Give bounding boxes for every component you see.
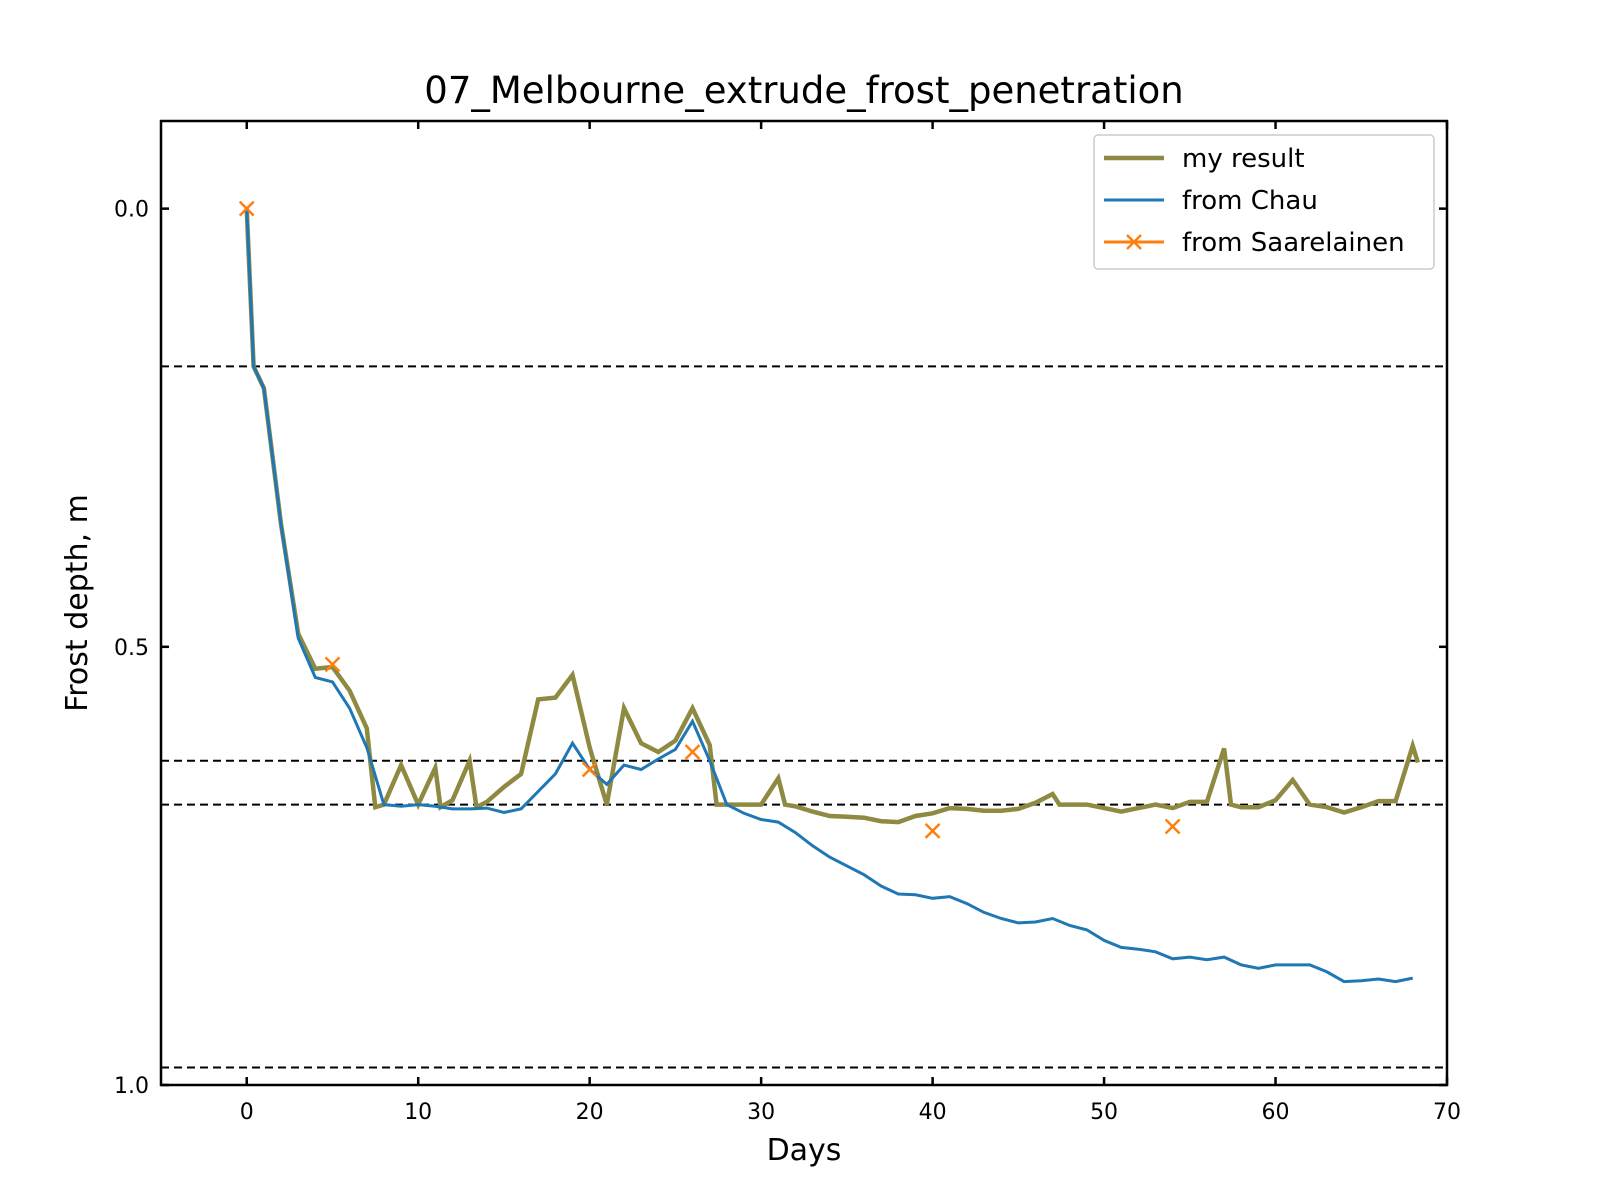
x-tick-label-3: 30 (747, 1100, 775, 1125)
series-point-from-saarelainen-3 (684, 744, 701, 760)
legend-label-from-saarelainen: from Saarelainen (1182, 228, 1405, 258)
y-tick-label-0: 0.0 (114, 198, 149, 223)
axis-ticks: 0 10 20 30 40 50 60 70 0.0 0.5 1.0 (114, 121, 1461, 1125)
y-axis-label: Frost depth, m (60, 494, 95, 712)
legend: my result from Chau from Saarelainen (1093, 134, 1435, 270)
x-tick-label-0: 0 (240, 1100, 254, 1125)
x-axis-label: Days (767, 1133, 842, 1168)
x-tick-label-6: 60 (1262, 1100, 1290, 1125)
series-line-my-result (244, 208, 1421, 825)
series-point-from-saarelainen-2 (581, 761, 598, 778)
legend-entry-my-result: my result (1104, 144, 1305, 174)
series-layer (238, 200, 1421, 984)
y-tick-label-1: 0.5 (114, 636, 149, 661)
chart-title: 07_Melbourne_extrude_frost_penetration (424, 69, 1183, 112)
series-line-from-chau (245, 208, 1414, 984)
x-tick-label-5: 50 (1090, 1100, 1118, 1125)
series-point-from-saarelainen-4 (924, 822, 941, 839)
legend-box (1093, 134, 1435, 270)
x-tick-label-2: 20 (576, 1100, 604, 1125)
series-point-from-saarelainen-5 (1164, 818, 1181, 835)
legend-entry-from-saarelainen: from Saarelainen (1104, 228, 1405, 258)
legend-entry-from-chau: from Chau (1104, 186, 1318, 216)
plot-frame (159, 119, 1449, 1087)
x-tick-label-4: 40 (919, 1100, 947, 1125)
series-point-from-saarelainen-0 (238, 200, 255, 217)
legend-label-my-result: my result (1182, 144, 1305, 174)
x-tick-label-7: 70 (1433, 1100, 1461, 1125)
x-tick-label-1: 10 (404, 1100, 432, 1125)
legend-label-from-chau: from Chau (1182, 186, 1318, 216)
series-point-from-saarelainen-1 (324, 656, 341, 673)
y-tick-label-2: 1.0 (114, 1074, 149, 1099)
